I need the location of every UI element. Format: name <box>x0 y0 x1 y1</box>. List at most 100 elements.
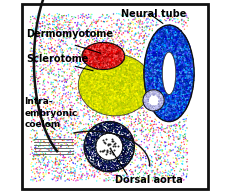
Point <box>115 162 119 165</box>
Point <box>84 57 87 60</box>
Point <box>96 158 100 162</box>
Point <box>120 141 124 144</box>
Point <box>100 101 104 104</box>
Point <box>174 84 178 87</box>
Point <box>97 112 101 115</box>
Point <box>171 108 175 112</box>
Point <box>91 130 95 133</box>
Point <box>181 69 185 72</box>
Point <box>156 86 159 89</box>
Point <box>103 54 106 57</box>
Point <box>68 102 71 105</box>
Point <box>124 137 128 140</box>
Point <box>150 49 153 52</box>
Point <box>50 70 54 73</box>
Point <box>136 96 139 100</box>
Point <box>119 108 123 111</box>
Point <box>98 66 101 69</box>
Point <box>142 73 146 76</box>
Point <box>120 78 124 81</box>
Point <box>128 58 132 62</box>
Point <box>142 40 145 43</box>
Point <box>149 139 153 142</box>
Point <box>137 106 141 109</box>
Point <box>87 58 91 61</box>
Point <box>114 121 118 124</box>
Point <box>107 60 110 63</box>
Point <box>141 88 145 91</box>
Point <box>146 49 149 52</box>
Point <box>57 92 61 95</box>
Point <box>119 111 123 114</box>
Point <box>100 110 104 113</box>
Point <box>129 143 133 146</box>
Point <box>102 60 106 63</box>
Point <box>53 39 57 42</box>
Point <box>60 139 64 142</box>
Point <box>134 59 137 62</box>
Point <box>155 113 159 116</box>
Point <box>167 34 171 37</box>
Point <box>144 88 148 91</box>
Point <box>82 88 86 91</box>
Point <box>114 70 118 73</box>
Point <box>175 149 179 152</box>
Point <box>167 24 171 27</box>
Point <box>150 63 153 66</box>
Point <box>122 164 125 167</box>
Point <box>150 64 154 67</box>
Point <box>143 71 147 74</box>
Point <box>110 51 113 54</box>
Point <box>165 31 169 35</box>
Point <box>116 67 120 70</box>
Point <box>80 76 84 80</box>
Point <box>135 63 138 66</box>
Point <box>100 80 104 83</box>
Point <box>176 147 180 150</box>
Point <box>94 163 98 166</box>
Point <box>129 76 132 79</box>
Point <box>121 113 124 116</box>
Point <box>114 56 118 59</box>
Point <box>150 48 154 51</box>
Point <box>74 142 77 145</box>
Point <box>163 32 167 36</box>
Point <box>124 109 127 112</box>
Point <box>111 126 114 129</box>
Point <box>154 107 157 110</box>
Point <box>83 71 87 74</box>
Point <box>173 54 177 57</box>
Point <box>103 73 106 76</box>
Point <box>91 84 95 87</box>
Point <box>158 39 162 42</box>
Point <box>97 90 100 93</box>
Point <box>51 27 55 30</box>
Point <box>112 87 115 90</box>
Point <box>175 40 178 43</box>
Point <box>144 34 148 37</box>
Point <box>114 58 118 61</box>
Point <box>52 66 56 69</box>
Point <box>88 45 92 48</box>
Point <box>187 44 191 47</box>
Point <box>120 57 124 60</box>
Point <box>170 114 174 117</box>
Point <box>94 55 98 58</box>
Point <box>110 165 113 168</box>
Point <box>60 80 64 83</box>
Point <box>126 156 130 159</box>
Point <box>165 37 169 40</box>
Point <box>59 102 63 105</box>
Point <box>105 130 109 133</box>
Point <box>162 95 165 98</box>
Point <box>107 127 111 130</box>
Point <box>115 104 118 107</box>
Point <box>96 157 100 160</box>
Point <box>68 47 72 50</box>
Point <box>40 110 44 113</box>
Point <box>100 58 104 62</box>
Point <box>152 80 155 83</box>
Point <box>132 76 136 79</box>
Point <box>99 66 102 69</box>
Point <box>157 99 161 102</box>
